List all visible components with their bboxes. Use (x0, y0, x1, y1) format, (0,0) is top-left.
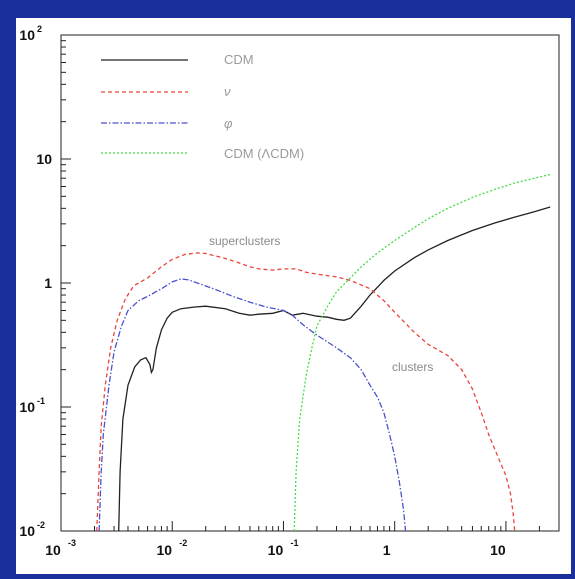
legend-label-lcdm: CDM (ΛCDM) (224, 146, 304, 161)
series-line-nu (96, 252, 516, 532)
series-line-lcdm (293, 173, 551, 532)
plot-frame: 10 -3 10 -2 10 -1 1 10 10 -2 10 -1 1 10 10 2 CDM ν φ CD… (16, 18, 571, 574)
legend-label-phi: φ (224, 116, 233, 131)
x-tick-label: 10 (45, 542, 61, 558)
x-tick-exponent: -1 (290, 538, 298, 548)
x-tick-label: 10 (268, 542, 284, 558)
x-tick-label: 1 (383, 542, 391, 558)
y-tick-exponent: -1 (37, 396, 45, 406)
y-tick-label: 10 (19, 523, 35, 539)
x-tick-exponent: -3 (68, 538, 76, 548)
x-tick-exponent: -2 (179, 538, 187, 548)
y-tick-label: 10 (19, 27, 35, 43)
y-tick-label: 10 (19, 399, 35, 415)
y-tick-exponent: -2 (37, 520, 45, 530)
series-line-cdm (118, 206, 551, 532)
x-tick-label: 10 (490, 542, 506, 558)
annotation-clusters: clusters (392, 360, 433, 374)
annotation-superclusters: superclusters (209, 234, 280, 248)
x-tick-label: 10 (156, 542, 172, 558)
legend-label-cdm: CDM (224, 52, 254, 67)
series-line-phi (98, 278, 407, 532)
y-tick-label: 1 (44, 275, 52, 291)
plot-area (60, 34, 560, 532)
y-tick-label: 10 (36, 151, 52, 167)
y-tick-exponent: 2 (37, 24, 42, 34)
legend-label-nu: ν (224, 84, 231, 99)
